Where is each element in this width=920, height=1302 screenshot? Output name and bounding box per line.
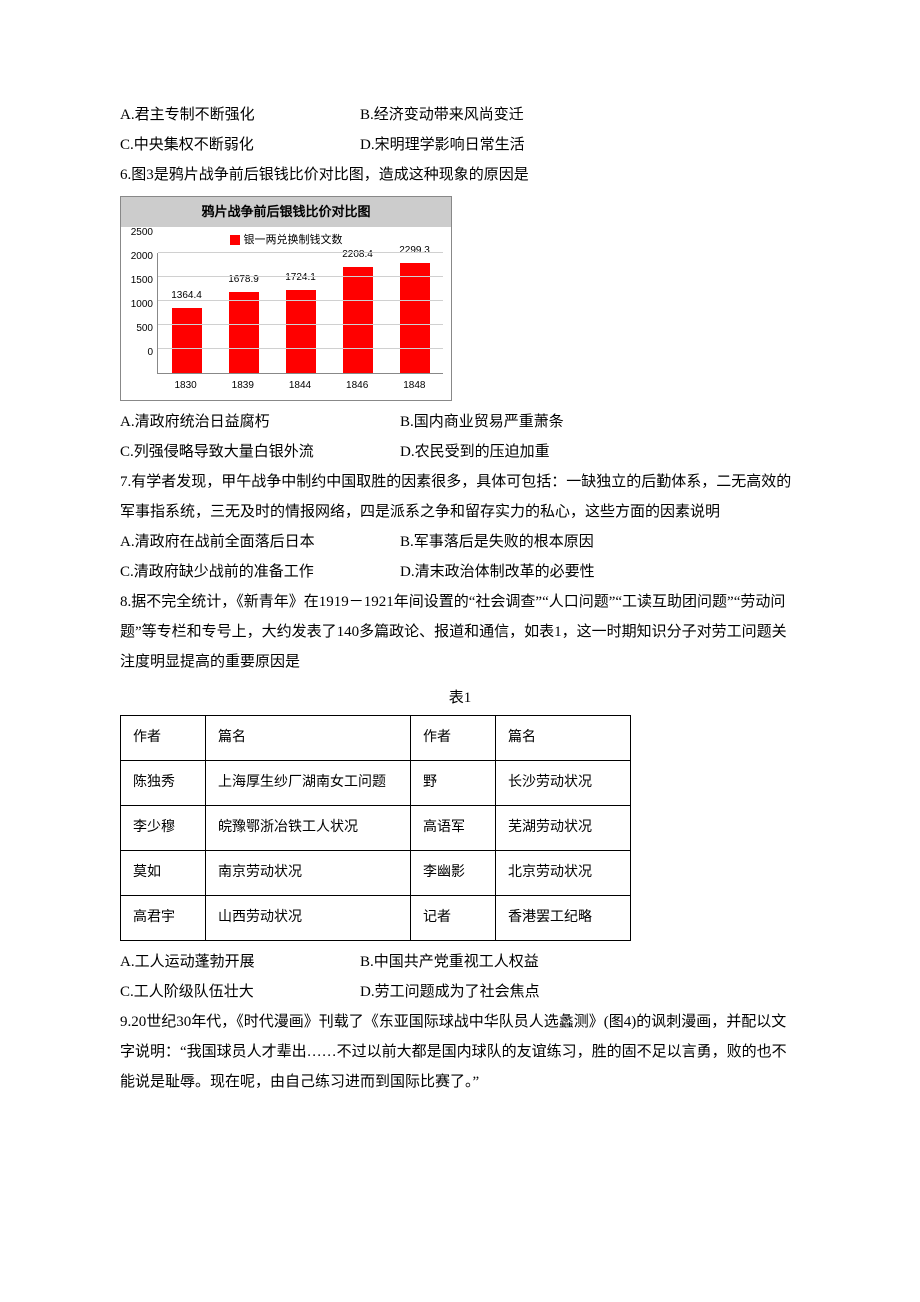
chart-bar-value: 2299.3 bbox=[399, 241, 430, 261]
chart-ytick: 1000 bbox=[131, 295, 153, 315]
chart-xtick: 1844 bbox=[285, 376, 315, 396]
table-cell: 山西劳动状况 bbox=[206, 896, 411, 941]
table-cell: 南京劳动状况 bbox=[206, 851, 411, 896]
q8-option-d: D.劳工问题成为了社会焦点 bbox=[360, 977, 540, 1007]
q5-option-d: D.宋明理学影响日常生活 bbox=[360, 130, 525, 160]
table-header-cell: 作者 bbox=[121, 716, 206, 761]
chart-gridline bbox=[158, 300, 443, 301]
q6-option-b: B.国内商业贸易严重萧条 bbox=[400, 407, 564, 437]
chart-ytick: 500 bbox=[136, 319, 153, 339]
q7-option-d: D.清末政治体制改革的必要性 bbox=[400, 557, 595, 587]
table-cell: 莫如 bbox=[121, 851, 206, 896]
chart-bar-value: 1364.4 bbox=[171, 286, 202, 306]
q6-option-d: D.农民受到的压迫加重 bbox=[400, 437, 550, 467]
q8-table-caption: 表1 bbox=[120, 683, 800, 713]
chart-yaxis: 05001000150020002500 bbox=[121, 253, 157, 373]
q7-option-a: A.清政府在战前全面落后日本 bbox=[120, 527, 400, 557]
chart-bar bbox=[400, 263, 430, 373]
chart-gridline bbox=[158, 324, 443, 325]
table-cell: 北京劳动状况 bbox=[496, 851, 631, 896]
table-row: 莫如南京劳动状况李幽影北京劳动状况 bbox=[121, 851, 631, 896]
chart-title: 鸦片战争前后银钱比价对比图 bbox=[121, 197, 451, 227]
chart-xtick: 1830 bbox=[171, 376, 201, 396]
q8-options-row2: C.工人阶级队伍壮大 D.劳工问题成为了社会焦点 bbox=[120, 977, 800, 1007]
table-header-cell: 篇名 bbox=[496, 716, 631, 761]
chart-legend-swatch bbox=[230, 235, 240, 245]
chart-gridline bbox=[158, 252, 443, 253]
chart-xaxis: 1830 1839 1844 1846 1848 bbox=[157, 374, 443, 400]
chart-xtick: 1846 bbox=[342, 376, 372, 396]
q6-options-row1: A.清政府统治日益腐朽 B.国内商业贸易严重萧条 bbox=[120, 407, 800, 437]
table-row: 李少穆皖豫鄂浙冶铁工人状况高语军芜湖劳动状况 bbox=[121, 806, 631, 851]
chart-bar-value: 1724.1 bbox=[285, 268, 316, 288]
chart-gridline bbox=[158, 276, 443, 277]
q6-options-row2: C.列强侵略导致大量白银外流 D.农民受到的压迫加重 bbox=[120, 437, 800, 467]
table-row: 陈独秀上海厚生纱厂湖南女工问题野长沙劳动状况 bbox=[121, 761, 631, 806]
q7-options-row1: A.清政府在战前全面落后日本 B.军事落后是失败的根本原因 bbox=[120, 527, 800, 557]
q7-options-row2: C.清政府缺少战前的准备工作 D.清末政治体制改革的必要性 bbox=[120, 557, 800, 587]
chart-gridline bbox=[158, 348, 443, 349]
chart-xtick: 1848 bbox=[399, 376, 429, 396]
q7-option-b: B.军事落后是失败的根本原因 bbox=[400, 527, 594, 557]
q6-option-c: C.列强侵略导致大量白银外流 bbox=[120, 437, 400, 467]
table-cell: 李幽影 bbox=[411, 851, 496, 896]
table-cell: 上海厚生纱厂湖南女工问题 bbox=[206, 761, 411, 806]
chart-bar-col: 1724.1 bbox=[286, 268, 316, 373]
chart-ytick: 1500 bbox=[131, 271, 153, 291]
chart-bar bbox=[343, 267, 373, 373]
chart-bar-value: 1678.9 bbox=[228, 270, 259, 290]
q8-option-b: B.中国共产党重视工人权益 bbox=[360, 947, 539, 977]
chart-bar-col: 1678.9 bbox=[229, 270, 259, 373]
q5-options-row1: A.君主专制不断强化 B.经济变动带来风尚变迁 bbox=[120, 100, 800, 130]
chart-bars: 1364.41678.91724.12208.42299.3 bbox=[158, 253, 443, 373]
table-cell: 李少穆 bbox=[121, 806, 206, 851]
table-row: 高君宇山西劳动状况记者香港罢工纪略 bbox=[121, 896, 631, 941]
chart-bar-col: 1364.4 bbox=[172, 286, 202, 373]
q7-stem: 7.有学者发现，甲午战争中制约中国取胜的因素很多，具体可包括：一缺独立的后勤体系… bbox=[120, 467, 800, 527]
chart-body: 05001000150020002500 1364.41678.91724.12… bbox=[121, 253, 451, 374]
chart-bar-col: 2208.4 bbox=[343, 245, 373, 373]
table-cell: 皖豫鄂浙冶铁工人状况 bbox=[206, 806, 411, 851]
q8-options-row1: A.工人运动蓬勃开展 B.中国共产党重视工人权益 bbox=[120, 947, 800, 977]
q8-stem: 8.据不完全统计，《新青年》在1919－1921年间设置的“社会调查”“人口问题… bbox=[120, 587, 800, 677]
q8-table: 作者篇名作者篇名陈独秀上海厚生纱厂湖南女工问题野长沙劳动状况李少穆皖豫鄂浙冶铁工… bbox=[120, 715, 631, 941]
q9-stem: 9.20世纪30年代，《时代漫画》刊载了《东亚国际球战中华队员人选蠡测》(图4)… bbox=[120, 1007, 800, 1097]
table-cell: 陈独秀 bbox=[121, 761, 206, 806]
table-cell: 香港罢工纪略 bbox=[496, 896, 631, 941]
table-cell: 野 bbox=[411, 761, 496, 806]
table-cell: 长沙劳动状况 bbox=[496, 761, 631, 806]
table-cell: 高君宇 bbox=[121, 896, 206, 941]
q6-stem: 6.图3是鸦片战争前后银钱比价对比图，造成这种现象的原因是 bbox=[120, 160, 800, 190]
q8-option-a: A.工人运动蓬勃开展 bbox=[120, 947, 360, 977]
table-header-cell: 篇名 bbox=[206, 716, 411, 761]
chart-ytick: 2000 bbox=[131, 247, 153, 267]
q6-chart: 鸦片战争前后银钱比价对比图 银一两兑换制钱文数 0 500 1000 1500 2000… bbox=[120, 196, 452, 401]
chart-ytick: 0 bbox=[147, 343, 153, 363]
table-header-row: 作者篇名作者篇名 bbox=[121, 716, 631, 761]
table-cell: 芜湖劳动状况 bbox=[496, 806, 631, 851]
q8-option-c: C.工人阶级队伍壮大 bbox=[120, 977, 360, 1007]
q5-option-a: A.君主专制不断强化 bbox=[120, 100, 360, 130]
table-header-cell: 作者 bbox=[411, 716, 496, 761]
q5-options-row2: C.中央集权不断弱化 D.宋明理学影响日常生活 bbox=[120, 130, 800, 160]
chart-bar bbox=[229, 292, 259, 373]
chart-bar bbox=[286, 290, 316, 373]
chart-ytick: 2500 bbox=[131, 223, 153, 243]
table-cell: 记者 bbox=[411, 896, 496, 941]
q6-option-a: A.清政府统治日益腐朽 bbox=[120, 407, 400, 437]
chart-bar-value: 2208.4 bbox=[342, 245, 373, 265]
q5-option-c: C.中央集权不断弱化 bbox=[120, 130, 360, 160]
chart-plot: 1364.41678.91724.12208.42299.3 bbox=[157, 253, 443, 374]
q5-option-b: B.经济变动带来风尚变迁 bbox=[360, 100, 524, 130]
table-cell: 高语军 bbox=[411, 806, 496, 851]
chart-bar-col: 2299.3 bbox=[400, 241, 430, 373]
chart-xtick: 1839 bbox=[228, 376, 258, 396]
q7-option-c: C.清政府缺少战前的准备工作 bbox=[120, 557, 400, 587]
chart-legend-label: 银一两兑换制钱文数 bbox=[244, 234, 343, 246]
chart-bar bbox=[172, 308, 202, 373]
